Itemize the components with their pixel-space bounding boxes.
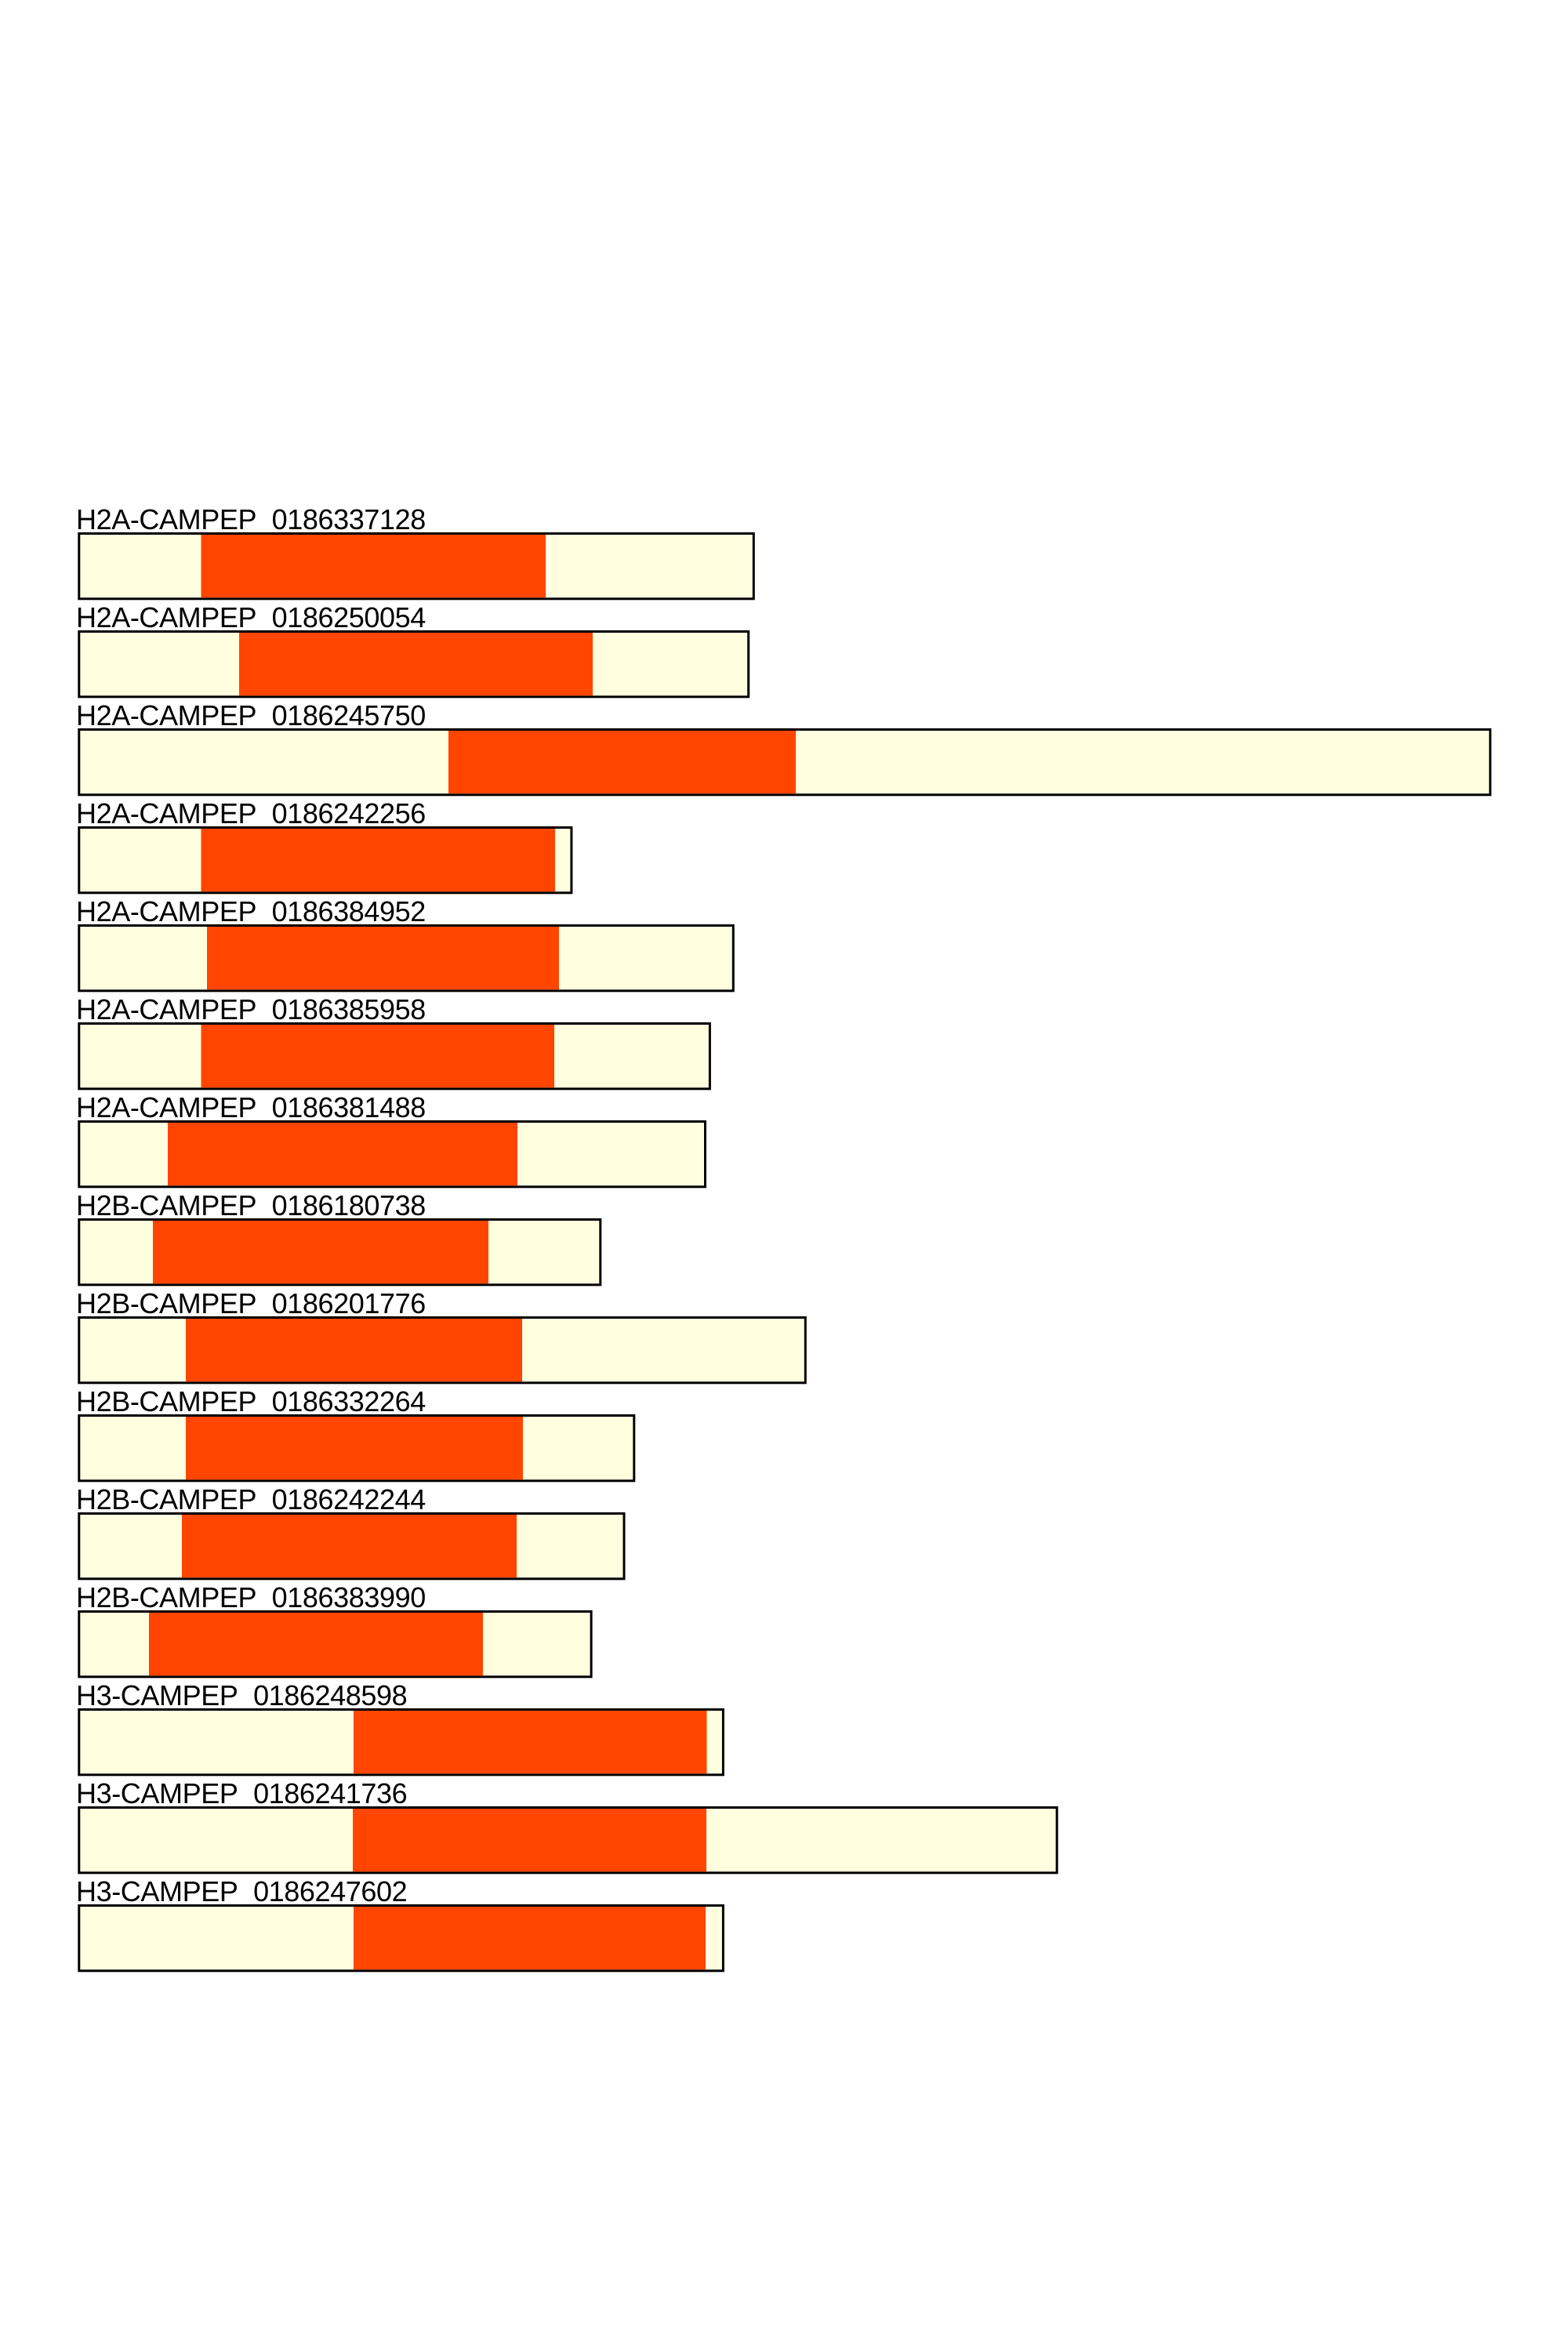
svg-text:H2B-CAMPEP_0186383990: H2B-CAMPEP_0186383990 bbox=[76, 1581, 426, 1613]
svg-text:H2A-CAMPEP_0186245750: H2A-CAMPEP_0186245750 bbox=[76, 699, 426, 731]
svg-text:H2B-CAMPEP_0186201776: H2B-CAMPEP_0186201776 bbox=[76, 1287, 426, 1319]
svg-text:H3-CAMPEP_0186241736: H3-CAMPEP_0186241736 bbox=[76, 1777, 407, 1809]
svg-text:H2A-CAMPEP_0186385958: H2A-CAMPEP_0186385958 bbox=[76, 993, 426, 1025]
svg-text:H2A-CAMPEP_0186337128: H2A-CAMPEP_0186337128 bbox=[76, 503, 426, 535]
svg-text:H2B-CAMPEP_0186180738: H2B-CAMPEP_0186180738 bbox=[76, 1189, 426, 1221]
svg-text:H2B-CAMPEP_0186332264: H2B-CAMPEP_0186332264 bbox=[76, 1385, 426, 1417]
svg-text:H2B-CAMPEP_0186242244: H2B-CAMPEP_0186242244 bbox=[76, 1483, 426, 1515]
svg-text:H2A-CAMPEP_0186384952: H2A-CAMPEP_0186384952 bbox=[76, 895, 426, 927]
svg-text:H2A-CAMPEP_0186242256: H2A-CAMPEP_0186242256 bbox=[76, 797, 426, 829]
svg-text:H2A-CAMPEP_0186250054: H2A-CAMPEP_0186250054 bbox=[76, 601, 426, 633]
svg-text:H3-CAMPEP_0186247602: H3-CAMPEP_0186247602 bbox=[76, 1875, 407, 1907]
svg-text:H2A-CAMPEP_0186381488: H2A-CAMPEP_0186381488 bbox=[76, 1091, 426, 1123]
svg-text:H3-CAMPEP_0186248598: H3-CAMPEP_0186248598 bbox=[76, 1679, 407, 1711]
